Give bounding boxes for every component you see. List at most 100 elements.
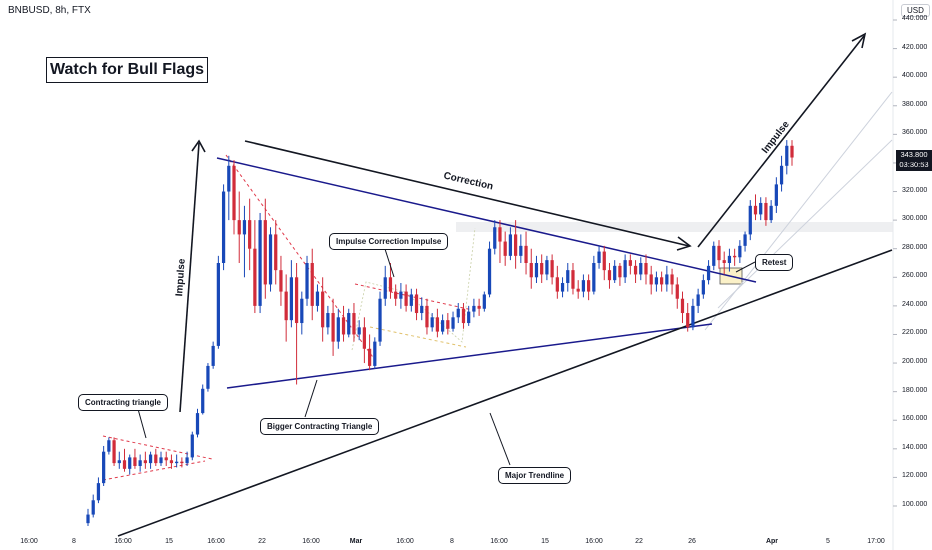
candle — [660, 271, 664, 292]
candle — [435, 308, 440, 338]
candle — [467, 305, 471, 326]
candle — [733, 248, 737, 266]
candle-body — [487, 248, 492, 295]
candle-body — [440, 320, 445, 332]
retest-callout: Retest — [755, 254, 794, 271]
y-tick-label: 280.000 — [902, 243, 928, 251]
candle — [117, 451, 121, 469]
candle-body — [268, 234, 273, 285]
candle — [195, 408, 200, 438]
candle — [91, 494, 95, 518]
candle-body — [175, 461, 179, 464]
candle-body — [519, 245, 523, 256]
callout-line-impulse-corr — [384, 248, 395, 278]
y-tick-label: 180.000 — [902, 386, 928, 394]
candle — [581, 274, 586, 298]
last-price-tag: 343.800 03:30:53 — [896, 150, 932, 171]
currency-button[interactable]: USD — [901, 4, 930, 17]
candle — [592, 255, 596, 295]
candle-body — [326, 313, 330, 328]
candle — [686, 303, 690, 332]
candle-body — [206, 365, 210, 389]
candle — [534, 255, 539, 284]
candle-body — [769, 205, 773, 221]
candle — [675, 277, 679, 309]
candle — [310, 248, 314, 321]
candle-body — [738, 245, 742, 258]
candle-body — [524, 245, 528, 263]
candle-body — [425, 305, 429, 328]
candle — [279, 255, 283, 306]
candle — [540, 254, 544, 284]
candle-body — [367, 348, 372, 366]
candle-body — [128, 457, 132, 469]
candle — [618, 263, 622, 286]
x-tick-label: 15 — [541, 538, 549, 545]
candle-body — [644, 263, 648, 275]
candle — [169, 454, 174, 469]
candle-body — [143, 460, 147, 464]
impulse-arrow-left — [179, 142, 200, 413]
candle-body — [383, 277, 387, 299]
candle-body — [727, 255, 732, 263]
candle-body — [733, 255, 737, 258]
candle — [175, 454, 179, 468]
candle — [326, 305, 330, 335]
x-tick-label: 8 — [72, 538, 76, 545]
candle-body — [680, 298, 685, 314]
y-tick-label: 360.000 — [902, 129, 928, 137]
candle-body — [696, 294, 700, 306]
candle-body — [451, 317, 455, 329]
candle-body — [305, 263, 309, 299]
candle-body — [201, 388, 205, 414]
candle — [508, 227, 513, 261]
candle-body — [576, 288, 580, 292]
candle — [159, 451, 163, 466]
y-tick-label: 260.000 — [902, 272, 928, 280]
y-tick-label: 120.000 — [902, 472, 928, 480]
candle-body — [253, 248, 257, 306]
candle — [587, 274, 591, 301]
candle — [529, 248, 533, 289]
candle-body — [675, 284, 679, 299]
candle-body — [341, 317, 346, 335]
candle-body — [560, 283, 565, 292]
candle-body — [790, 145, 794, 158]
candle-body — [258, 220, 262, 306]
candle — [232, 160, 236, 235]
candle — [216, 255, 220, 349]
candle — [456, 303, 460, 324]
candle — [743, 231, 747, 252]
candle-body — [618, 265, 622, 278]
candle-body — [315, 291, 320, 306]
candle-body — [623, 260, 627, 278]
candle-body — [529, 263, 533, 278]
candle — [759, 197, 763, 221]
candle-body — [482, 294, 486, 309]
candle-body — [122, 460, 127, 469]
candle — [769, 200, 773, 223]
candle — [550, 254, 554, 285]
major-trendline — [117, 249, 893, 537]
candle-body — [211, 345, 215, 366]
candle-body — [221, 191, 226, 263]
candle-body — [242, 220, 247, 235]
candle — [764, 197, 768, 226]
candle-body — [352, 313, 356, 335]
candle — [107, 437, 111, 455]
candle-body — [508, 234, 513, 256]
candle-body — [133, 457, 137, 466]
candle — [560, 277, 565, 298]
impulse-arrow-right-head — [851, 32, 867, 49]
candle — [472, 298, 476, 318]
candle-body — [545, 260, 549, 275]
candle-body — [399, 291, 403, 299]
contracting-triangle-callout: Contracting triangle — [78, 394, 169, 411]
candle-body — [279, 270, 283, 292]
candle-body — [227, 165, 231, 192]
x-tick-label: 22 — [635, 538, 643, 545]
candle — [367, 334, 372, 371]
candle-body — [404, 291, 408, 306]
candle — [404, 284, 408, 312]
